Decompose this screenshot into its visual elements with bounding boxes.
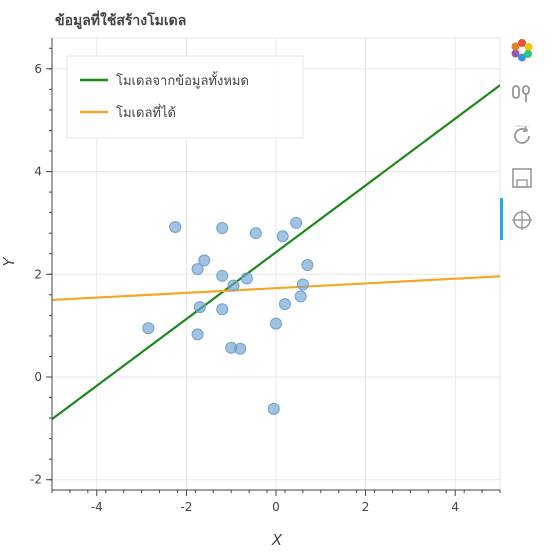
- scatter-point: [193, 301, 206, 314]
- scatter-point: [294, 290, 307, 303]
- scatter-points: [142, 216, 314, 415]
- pan-icon[interactable]: [510, 82, 534, 106]
- y-tick-label: 0: [34, 370, 42, 384]
- scatter-point: [296, 278, 309, 291]
- scatter-point: [169, 221, 182, 234]
- scatter-point: [216, 222, 229, 235]
- x-tick-label: 4: [451, 500, 459, 514]
- axes: -4 -2 0 2 4 -2 0 2 4 6: [30, 38, 501, 514]
- x-tick-label: 2: [362, 500, 370, 514]
- hover-icon[interactable]: [510, 208, 534, 232]
- scatter-point: [142, 322, 155, 335]
- scatter-point: [249, 227, 262, 240]
- scatter-point: [216, 269, 229, 282]
- scatter-point: [290, 216, 303, 229]
- legend-label-full-model: โมเดลจากข้อมูลทั้งหมด: [116, 71, 249, 89]
- scatter-point: [267, 402, 280, 415]
- scatter-point: [270, 317, 282, 330]
- x-axis-label: X: [271, 531, 283, 549]
- x-tick-label: -4: [91, 500, 103, 514]
- series-line-1: [52, 275, 500, 302]
- scatter-point: [240, 272, 253, 285]
- save-icon[interactable]: [510, 166, 534, 190]
- scatter-point: [191, 263, 204, 276]
- y-tick-label: 2: [34, 267, 42, 281]
- chart-title: ข้อมูลที่ใช้สร้างโมเดล: [55, 10, 186, 29]
- reset-icon[interactable]: [510, 124, 534, 148]
- bokeh-logo-icon[interactable]: [510, 38, 534, 62]
- series-lines: [52, 84, 500, 421]
- scatter-point: [216, 303, 229, 316]
- y-tick-label: 6: [34, 62, 42, 76]
- y-axis-label: Y: [0, 256, 18, 267]
- legend-label-fitted-model: โมเดลที่ได้: [116, 104, 176, 121]
- active-tool-indicator: [500, 198, 503, 240]
- x-tick-label: -2: [180, 500, 192, 514]
- scatter-point: [191, 328, 204, 341]
- legend-box: [66, 55, 304, 139]
- scatter-point: [276, 230, 289, 243]
- scatter-point: [301, 259, 314, 272]
- scatter-point: [227, 279, 240, 292]
- legend: โมเดลจากข้อมูลทั้งหมด โมเดลที่ได้: [66, 55, 304, 139]
- y-tick-label: 4: [34, 165, 42, 179]
- scatter-point: [198, 254, 211, 267]
- scatter-point: [278, 298, 291, 311]
- y-tick-label: -2: [30, 473, 42, 487]
- scatter-point: [234, 342, 247, 355]
- series-line-0: [52, 84, 500, 421]
- x-tick-label: 0: [272, 500, 280, 514]
- chart-toolbar: [500, 34, 544, 244]
